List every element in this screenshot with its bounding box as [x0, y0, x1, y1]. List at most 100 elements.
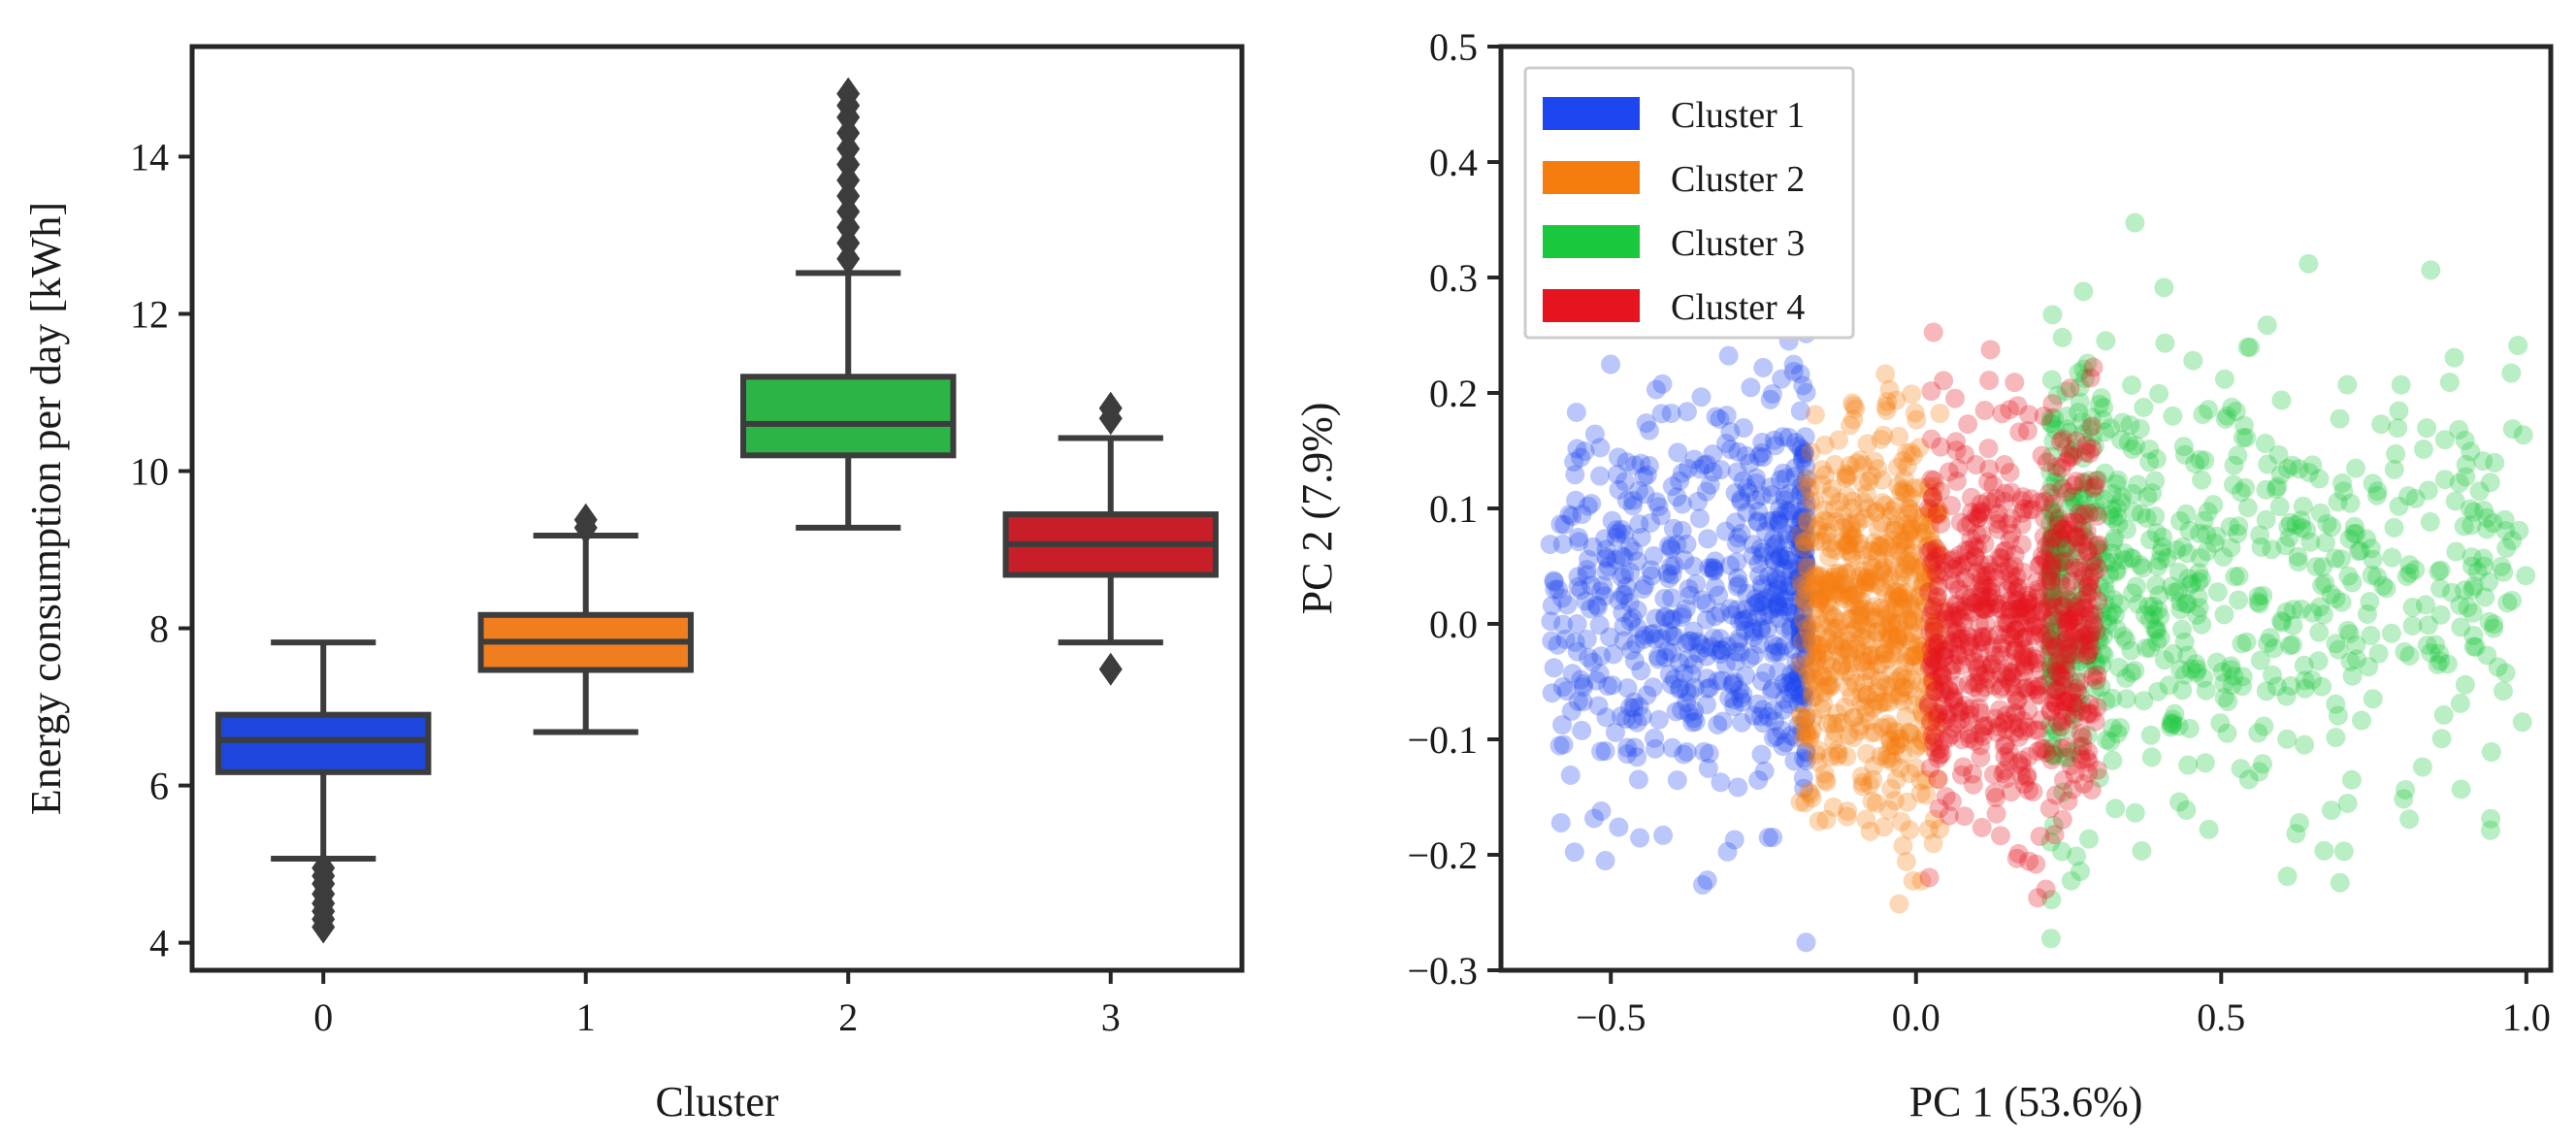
scatter-point — [1935, 683, 1955, 703]
scatter-point — [2007, 690, 2028, 710]
scatter-point — [1829, 661, 1849, 681]
scatter-point — [1812, 634, 1833, 654]
scatter-point — [2005, 723, 2025, 743]
scatter-point — [1847, 577, 1868, 598]
scatter-point — [1985, 646, 2005, 667]
scatter-point — [1803, 614, 1823, 635]
scatter-point — [1635, 575, 1655, 596]
scatter-point — [2107, 470, 2128, 490]
scatter-point — [2079, 630, 2100, 650]
scatter-point — [1959, 633, 1979, 653]
scatter-point — [1565, 465, 1585, 485]
box-cluster-0 — [215, 639, 432, 944]
scatter-point — [1930, 504, 1950, 524]
scatter-point — [1821, 604, 1842, 624]
scatter-point — [1811, 566, 1832, 586]
scatter-point — [1854, 492, 1875, 512]
scatter-point — [2192, 470, 2212, 490]
scatter-point — [2040, 667, 2061, 687]
scatter-point — [1674, 744, 1694, 765]
scatter-point — [2426, 635, 2446, 655]
scatter-point — [1888, 583, 1908, 604]
scatter-point — [1766, 535, 1786, 555]
scatter-point — [2173, 437, 2194, 457]
scatter-point — [2041, 659, 2062, 679]
scatter-point — [2413, 440, 2433, 460]
scatter-point — [2155, 333, 2175, 353]
scatter-point — [1821, 533, 1842, 553]
scatter-point — [1913, 732, 1934, 752]
scatter-point — [1983, 675, 2004, 696]
scatter-point — [2043, 431, 2064, 451]
scatter-point — [1961, 529, 1981, 549]
scatter-point — [1899, 678, 1919, 699]
scatter-point — [2048, 664, 2069, 684]
scatter-point — [1882, 589, 1903, 609]
scatter-point — [2332, 473, 2353, 493]
scatter-point — [2326, 694, 2346, 714]
scatter-point — [2093, 611, 2113, 632]
scatter-point — [2310, 503, 2331, 523]
scatter-point — [1839, 624, 1859, 644]
scatter-point — [2045, 636, 2066, 657]
scatter-point — [2255, 434, 2275, 454]
scatter-point — [1732, 712, 1752, 733]
scatter-point — [2087, 506, 2107, 526]
scatter-point — [1717, 636, 1738, 657]
scatter-point — [1890, 568, 1910, 588]
scatter-point — [1924, 733, 1944, 753]
scatter-point — [1996, 540, 2016, 561]
scatter-point — [1614, 584, 1635, 604]
scatter-point — [1880, 506, 1901, 526]
scatter-point — [1745, 473, 1766, 493]
scatter-point — [2023, 781, 2043, 801]
scatter-point — [1974, 574, 1995, 595]
scatter-point — [1880, 665, 1901, 685]
scatter-point — [2398, 486, 2419, 506]
scatter-point — [1624, 455, 1645, 475]
scatter-point — [1661, 538, 1681, 559]
scatter-point — [2010, 598, 2031, 618]
scatter-point — [1724, 690, 1745, 710]
scatter-point — [2233, 428, 2253, 448]
scatter-point — [2061, 870, 2081, 891]
scatter-point — [2095, 594, 2115, 614]
scatter-point — [2146, 621, 2167, 641]
scatter-point — [1906, 595, 1926, 615]
scatter-point — [2064, 475, 2084, 496]
scatter-point — [2078, 763, 2099, 783]
scatter-point — [2068, 682, 2088, 702]
scatter-point — [1973, 586, 1993, 606]
scatter-point — [1890, 734, 1910, 754]
scatter-point — [2253, 585, 2273, 605]
scatter-point — [2063, 486, 2083, 506]
scatter-point — [2133, 558, 2153, 578]
scatter-point — [2501, 363, 2522, 383]
scatter-point — [1691, 387, 1712, 408]
scatter-point — [1811, 474, 1832, 495]
scatter-point — [2032, 545, 2052, 566]
scatter-point — [1700, 677, 1720, 698]
scatter-point — [2337, 793, 2358, 813]
scatter-point — [1672, 520, 1692, 540]
scatter-point — [2035, 508, 2055, 529]
scatter-point — [1776, 549, 1796, 570]
scatter-point — [1792, 481, 1812, 502]
scatter-point — [2125, 802, 2145, 823]
scatter-point — [1897, 514, 1917, 535]
scatter-point — [1899, 565, 1919, 585]
scatter-point — [1999, 751, 2019, 771]
scatter-point — [2046, 661, 2067, 681]
scatter-point — [1999, 662, 2019, 682]
scatter-point — [2282, 635, 2302, 655]
scatter-point — [2066, 644, 2086, 665]
scatter-point — [1703, 443, 1723, 464]
scatter-point — [1877, 714, 1898, 734]
scatter-point — [2112, 412, 2133, 433]
scatter-point — [2258, 454, 2278, 474]
scatter-point — [2040, 563, 2061, 583]
scatter-point — [2067, 560, 2087, 580]
scatter-point — [1953, 612, 1973, 633]
scatter-point — [1919, 503, 1940, 523]
scatter-point — [1788, 437, 1809, 457]
